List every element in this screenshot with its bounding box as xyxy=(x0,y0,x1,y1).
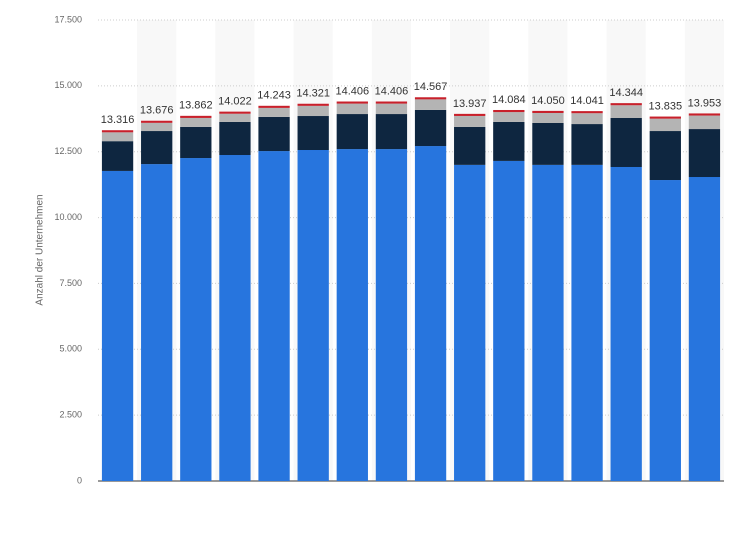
bar-segment xyxy=(649,131,681,181)
bar-segment xyxy=(610,117,642,167)
bar-segment xyxy=(375,103,408,115)
bar-segment xyxy=(454,115,486,127)
total-label: 14.050 xyxy=(531,95,565,107)
total-label: 13.676 xyxy=(140,105,174,117)
bar-segment xyxy=(493,109,525,113)
bar-segment xyxy=(532,123,564,165)
bar-segment xyxy=(141,164,173,481)
bar-segment xyxy=(219,111,251,114)
bar-segment xyxy=(297,103,329,106)
bar-segment xyxy=(688,115,721,130)
bar-segment xyxy=(571,113,603,125)
bar-segment xyxy=(336,103,368,115)
y-tick-label: 10.000 xyxy=(54,212,82,222)
bar-segment xyxy=(454,126,486,165)
bar-segment xyxy=(297,105,329,117)
bar-segment xyxy=(649,116,681,119)
bar-segment xyxy=(101,170,134,481)
bar-segment xyxy=(532,110,564,113)
total-label: 14.022 xyxy=(218,96,252,108)
total-label: 14.041 xyxy=(570,95,604,107)
bar-segment xyxy=(493,112,525,122)
y-tick-label: 17.500 xyxy=(54,14,82,24)
y-tick-label: 0 xyxy=(77,475,82,485)
bar-segment xyxy=(297,116,329,151)
bar-segment xyxy=(101,141,134,171)
bar-segment xyxy=(258,116,290,152)
total-label: 14.084 xyxy=(492,94,526,106)
bar-segment xyxy=(571,124,603,165)
bar-segment xyxy=(141,122,173,132)
total-label: 14.567 xyxy=(414,81,448,93)
bar-segment xyxy=(258,107,290,117)
total-label: 13.953 xyxy=(688,97,722,109)
bar-segment xyxy=(375,114,408,150)
total-label: 13.316 xyxy=(101,114,135,126)
bar-segment xyxy=(219,113,251,122)
bar-segment xyxy=(649,180,681,482)
y-axis-label: Anzahl der Unternehmen xyxy=(35,194,46,305)
total-label: 14.243 xyxy=(257,90,291,102)
bar-segment xyxy=(454,164,486,481)
total-label: 14.321 xyxy=(296,88,330,100)
bar-segment xyxy=(493,160,525,482)
y-tick-label: 12.500 xyxy=(54,146,82,156)
bar-segment xyxy=(336,114,368,150)
total-label: 13.937 xyxy=(453,98,487,110)
bar-segment xyxy=(688,177,721,482)
bar-segment xyxy=(414,97,447,100)
bar-segment xyxy=(258,105,290,108)
bar-segment xyxy=(375,101,408,104)
bar-segment xyxy=(688,113,721,116)
y-tick-label: 5.000 xyxy=(59,344,82,354)
bar-segment xyxy=(180,117,212,127)
bar-segment xyxy=(610,105,642,118)
y-tick-label: 15.000 xyxy=(54,80,82,90)
bar-segment xyxy=(141,131,173,165)
bar-segment xyxy=(219,155,251,481)
bar-segment xyxy=(180,158,212,482)
bar-segment xyxy=(414,109,447,147)
bar-segment xyxy=(336,101,368,104)
bar-segment xyxy=(414,99,447,110)
bar-segment xyxy=(571,111,603,114)
bar-segment xyxy=(493,121,525,161)
bar-segment xyxy=(336,149,368,481)
total-label: 13.835 xyxy=(648,100,682,112)
bar-segment xyxy=(532,164,564,481)
total-label: 14.344 xyxy=(609,87,643,99)
bar-segment xyxy=(649,118,681,132)
y-tick-label: 2.500 xyxy=(59,410,82,420)
bar-segment xyxy=(180,115,212,118)
bar-segment xyxy=(219,121,251,156)
bar-segment xyxy=(258,151,290,481)
bar-segment xyxy=(454,113,486,116)
bar-segment xyxy=(532,112,564,124)
total-label: 14.406 xyxy=(375,85,409,97)
bar-segment xyxy=(297,150,329,481)
bar-segment xyxy=(141,120,173,123)
bar-segment xyxy=(688,129,721,178)
bar-segment xyxy=(101,132,134,142)
bar-segment xyxy=(610,166,642,481)
bar-segment xyxy=(414,146,447,481)
bar-segment xyxy=(180,126,212,159)
total-label: 13.862 xyxy=(179,100,213,112)
bar-segment xyxy=(101,130,134,133)
bar-segment xyxy=(571,164,603,481)
bar-segment xyxy=(610,103,642,106)
y-tick-label: 7.500 xyxy=(59,278,82,288)
bar-segment xyxy=(375,149,408,481)
total-label: 14.406 xyxy=(335,85,369,97)
